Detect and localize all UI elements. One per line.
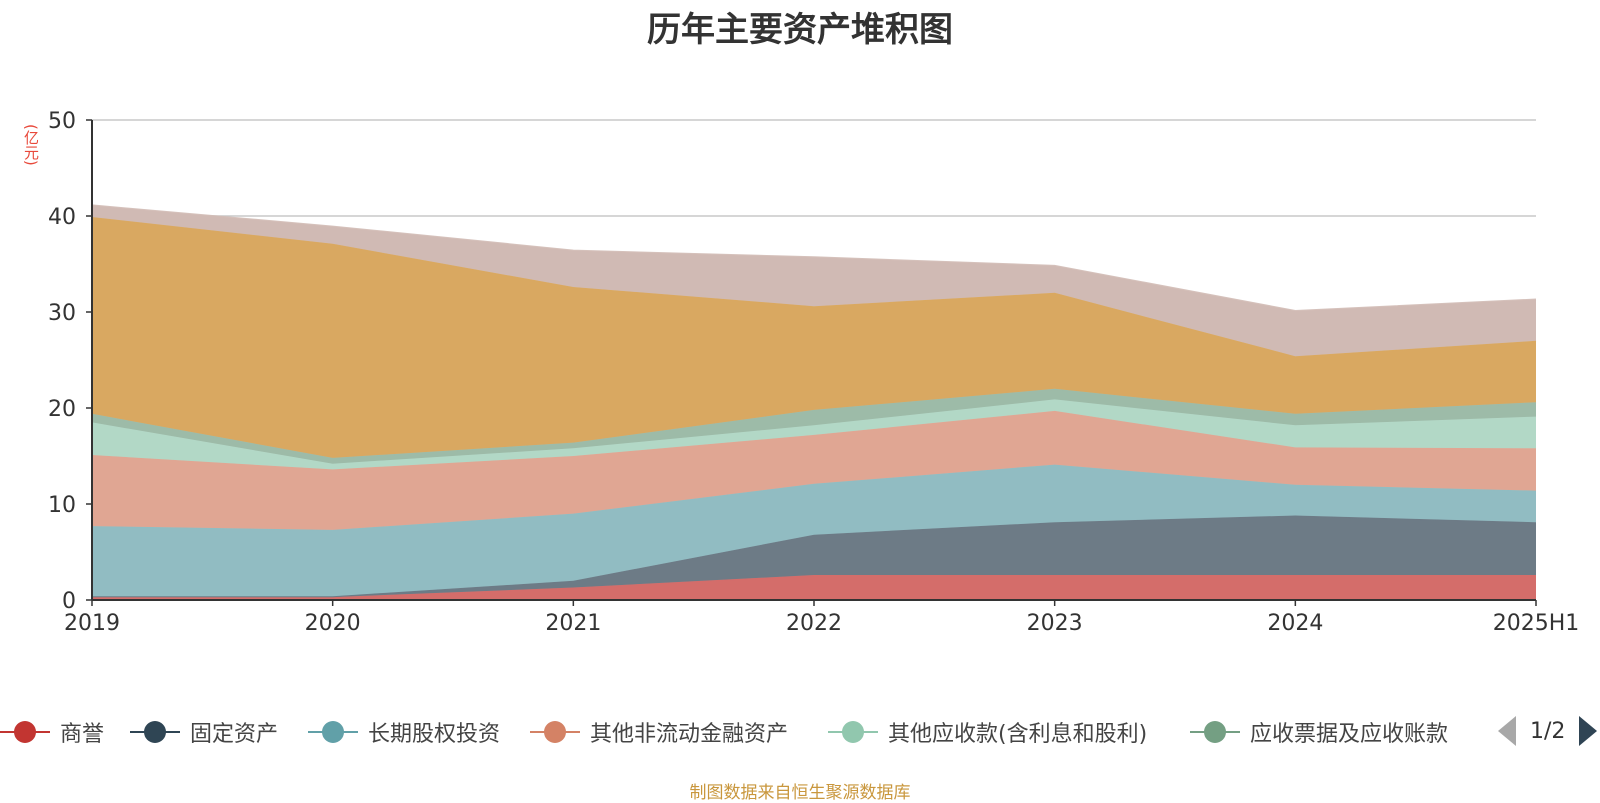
y-tick-label: 30 <box>48 301 76 326</box>
series-area-1 <box>92 575 1536 600</box>
legend-item[interactable]: 其他应收款(含利息和股利) <box>828 712 1147 752</box>
x-tick-label: 2023 <box>1027 611 1083 636</box>
y-axis-unit: (亿元) <box>22 124 40 166</box>
area-series <box>91 204 1537 600</box>
series-line-8 <box>91 204 1537 313</box>
x-tick-label: 2019 <box>64 611 120 636</box>
y-tick-label: 50 <box>48 109 76 134</box>
axes <box>86 119 1537 606</box>
legend-next-icon[interactable] <box>1579 716 1598 746</box>
chart-title: 历年主要资产堆积图 <box>647 10 953 50</box>
y-tick-label: 0 <box>62 589 76 614</box>
x-tick-label: 2022 <box>786 611 842 636</box>
series-area-5 <box>92 399 1536 470</box>
legend-item[interactable]: 应收票据及应收账款 <box>1190 712 1448 752</box>
legend-label: 长期股权投资 <box>368 722 501 747</box>
legend-label: 固定资产 <box>190 722 279 747</box>
legend-item[interactable]: 其他非流动金融资产 <box>530 712 788 752</box>
x-tick-label: 2020 <box>305 611 361 636</box>
legend-marker-icon <box>1190 720 1240 744</box>
x-tick-label: 2021 <box>545 611 601 636</box>
tick-labels: 0 10 20 30 40 50 2019 2020 2021 2022 2023 2024 2025H… <box>48 109 1579 636</box>
series-area-8 <box>92 205 1536 357</box>
legend-label: 其他应收款(含利息和股利) <box>888 722 1148 747</box>
legend-marker-icon <box>0 720 50 744</box>
data-source-note: 制图数据来自恒生聚源数据库 <box>689 783 911 803</box>
x-tick-label: 2024 <box>1267 611 1323 636</box>
series-area-4 <box>92 410 1536 530</box>
legend-item[interactable]: 商誉 <box>0 712 104 752</box>
y-tick-label: 40 <box>48 205 76 230</box>
legend-item[interactable]: 固定资产 <box>130 712 278 752</box>
legend-page-indicator: 1/2 <box>1530 718 1566 744</box>
legend: 商誉 固定资产 长期股权投资 其他非流动金融资产 其他应收款(含利息和股利) 应收票据及应… <box>0 712 1600 752</box>
series-area-3 <box>92 464 1536 597</box>
y-tick-label: 20 <box>48 397 76 422</box>
series-area-7 <box>92 217 1536 458</box>
legend-item[interactable]: 长期股权投资 <box>308 712 500 752</box>
legend-marker-icon <box>828 720 878 744</box>
x-tick-label: 2025H1 <box>1493 611 1580 636</box>
legend-marker-icon <box>130 720 180 744</box>
series-area-2 <box>92 515 1536 598</box>
series-area-6 <box>92 388 1536 464</box>
legend-pager: 1/2 <box>1498 716 1598 746</box>
legend-label: 其他非流动金融资产 <box>590 722 789 747</box>
legend-marker-icon <box>530 720 580 744</box>
y-tick-label: 10 <box>48 493 76 518</box>
legend-prev-icon[interactable] <box>1498 716 1516 746</box>
legend-label: 应收票据及应收账款 <box>1250 722 1449 747</box>
stacked-area-chart: 0 10 20 30 40 50 2019 2020 2021 2022 2023 2024 2025H… <box>48 109 1579 636</box>
legend-label: 商誉 <box>60 722 105 747</box>
legend-marker-icon <box>308 720 358 744</box>
